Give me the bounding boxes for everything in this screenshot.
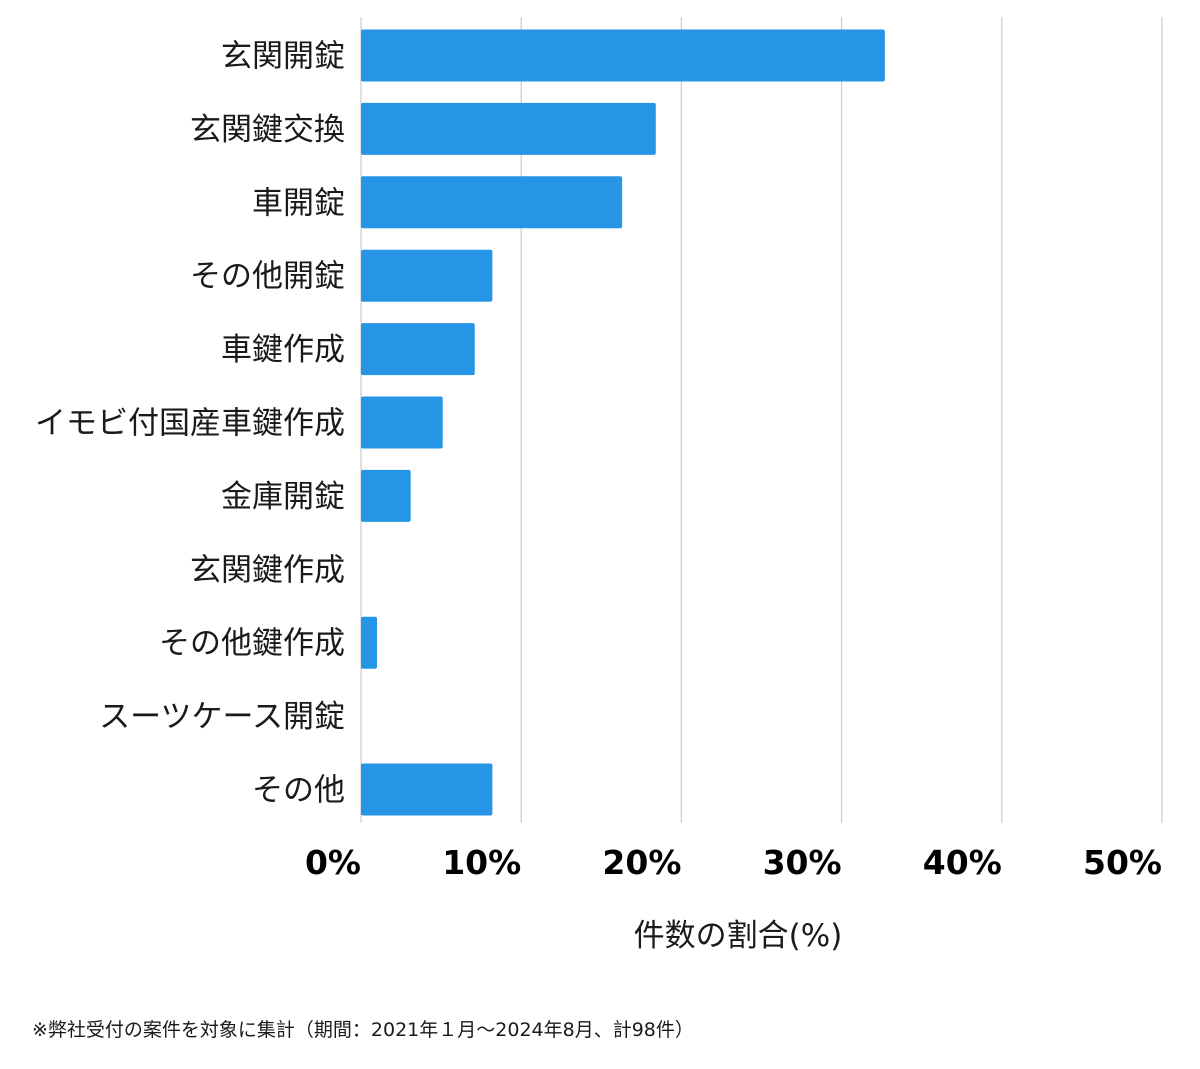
x-tick-label: 10% (442, 843, 521, 882)
bar (361, 102, 656, 155)
x-tick-label: 40% (923, 843, 1002, 882)
bar (361, 249, 493, 302)
x-tick-label: 0% (305, 843, 361, 882)
x-tick-label: 50% (1083, 843, 1162, 882)
category-label: イモビ付国産車鍵作成 (35, 406, 345, 442)
bar (361, 176, 623, 229)
bar (361, 763, 493, 816)
category-label: 金庫開錠 (221, 479, 345, 515)
bars (361, 29, 885, 816)
bar (361, 29, 885, 82)
category-label: その他開錠 (190, 259, 345, 295)
bar (361, 469, 411, 522)
bar (361, 396, 443, 449)
x-axis-title: 件数の割合(%) (634, 918, 843, 954)
category-label: その他 (252, 773, 345, 809)
category-label: 玄関開錠 (221, 39, 345, 75)
category-label: 車鍵作成 (221, 332, 345, 368)
bar-chart: 玄関開錠玄関鍵交換車開錠その他開錠車鍵作成イモビ付国産車鍵作成金庫開錠玄関鍵作成… (35, 17, 1163, 954)
x-tick-label: 20% (602, 843, 681, 882)
category-label: 玄関鍵交換 (190, 112, 345, 148)
x-tick-labels: 0% 10% 20% 30% 40% 50% (305, 843, 1162, 882)
category-label: スーツケース開錠 (99, 699, 345, 735)
category-label: 車開錠 (252, 185, 345, 221)
bar (361, 323, 475, 376)
category-label: 玄関鍵作成 (190, 552, 345, 588)
bar (361, 616, 378, 669)
x-tick-label: 30% (763, 843, 842, 882)
category-labels: 玄関開錠玄関鍵交換車開錠その他開錠車鍵作成イモビ付国産車鍵作成金庫開錠玄関鍵作成… (35, 39, 345, 809)
footnote: ※弊社受付の案件を対象に集計（期間：2021年１月〜2024年8月、計98件） (32, 1019, 694, 1041)
category-label: その他鍵作成 (159, 626, 345, 662)
